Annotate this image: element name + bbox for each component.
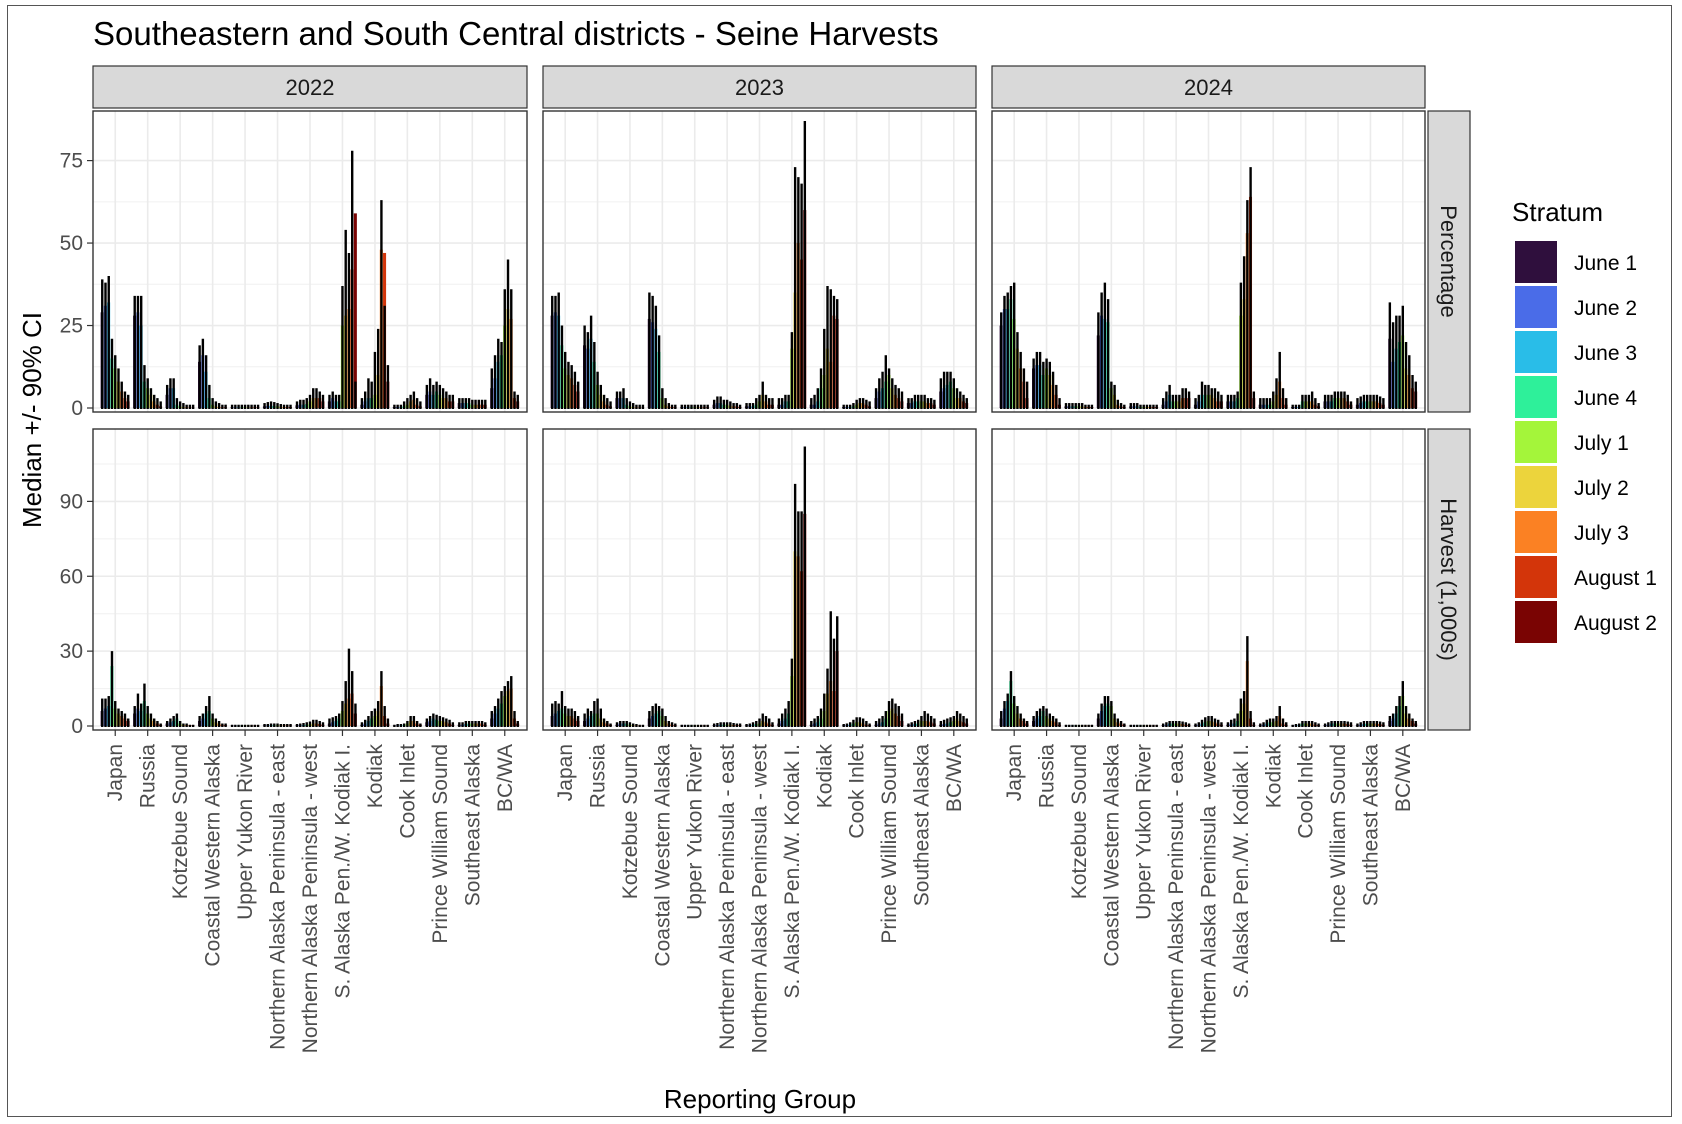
x-tick-label: Coastal Western Alaska [651, 744, 674, 967]
panels-layer: 2022 2023 2024 Percentage Harvest (1,000s) 0 2… [60, 65, 1471, 1053]
y-tick-label: 25 [60, 315, 83, 338]
legend-key-June 4 [1515, 376, 1557, 418]
legend-label: July 3 [1574, 522, 1629, 545]
facet-strip-row-0: Percentage [1427, 110, 1471, 413]
panel-2024-1: Japan Russia Kotzebue Sound Coastal Western… [991, 428, 1426, 1053]
x-tick-label: BC/WA [943, 744, 966, 812]
x-tick-label: Northern Alaska Peninsula - west [299, 744, 322, 1053]
x-tick-label: Kotzebue Sound [169, 744, 192, 899]
x-tick-label: Russia [587, 744, 610, 809]
panel-border [542, 110, 977, 413]
panel-border [92, 110, 528, 413]
legend-key-July 1 [1515, 421, 1557, 463]
facet-strip-bg [92, 65, 528, 109]
legend-key-August 1 [1515, 556, 1557, 598]
facet-strip-label: 2024 [1184, 75, 1233, 100]
legend: Stratum June 1 June 2 June 3 June 4 July 1 Ju… [1512, 197, 1657, 643]
panel-2024-0 [991, 110, 1426, 413]
x-tick-label: Northern Alaska Peninsula - east [716, 744, 739, 1050]
legend-key-June 1 [1515, 241, 1557, 283]
x-tick-label: Kotzebue Sound [1068, 744, 1091, 899]
legend-label: July 2 [1574, 477, 1629, 500]
x-tick-label: Northern Alaska Peninsula - west [1198, 744, 1221, 1053]
facet-strip-label: 2023 [735, 75, 784, 100]
x-tick-label: Northern Alaska Peninsula - west [749, 744, 772, 1053]
legend-label: June 1 [1574, 252, 1637, 275]
y-tick-label: 90 [60, 490, 83, 513]
figure-border [7, 5, 1672, 1117]
legend-label: June 4 [1574, 387, 1637, 410]
y-tick-label: 30 [60, 640, 83, 663]
panel-2023-0 [542, 110, 977, 413]
legend-label: June 2 [1574, 297, 1637, 320]
legend-label: August 2 [1574, 612, 1657, 635]
x-tick-label: Coastal Western Alaska [202, 744, 225, 967]
x-tick-label: Prince William Sound [1327, 744, 1350, 944]
x-tick-label: Russia [137, 744, 160, 809]
x-tick-label: Japan [1003, 744, 1026, 801]
legend-key-August 2 [1515, 601, 1557, 643]
y-tick-label: 0 [71, 397, 83, 420]
facet-strip-label: Percentage [1436, 205, 1461, 318]
x-tick-label: S. Alaska Pen./W. Kodiak I. [1230, 744, 1253, 998]
panel-border [991, 110, 1426, 413]
x-tick-label: Southeast Alaska [910, 744, 933, 907]
y-tick-label: 75 [60, 150, 83, 173]
facet-strip-row-1: Harvest (1,000s) [1427, 428, 1471, 731]
facet-strip-bg [542, 65, 977, 109]
x-tick-label: S. Alaska Pen./W. Kodiak I. [781, 744, 804, 998]
x-tick-label: Kotzebue Sound [619, 744, 642, 899]
x-tick-label: Southeast Alaska [461, 744, 484, 907]
x-tick-label: Kodiak [1262, 744, 1285, 809]
x-axis-title: Reporting Group [664, 1084, 856, 1114]
facet-strip-2023: 2023 [542, 65, 977, 109]
x-tick-label: Coastal Western Alaska [1100, 744, 1123, 967]
legend-key-June 2 [1515, 286, 1557, 328]
facet-strip-bg [1427, 428, 1471, 731]
legend-key-July 3 [1515, 511, 1557, 553]
facet-strip-bg [991, 65, 1426, 109]
x-tick-label: BC/WA [494, 744, 517, 812]
facet-strip-2022: 2022 [92, 65, 528, 109]
x-tick-label: BC/WA [1392, 744, 1415, 812]
y-tick-label: 0 [71, 715, 83, 738]
facet-strip-label: Harvest (1,000s) [1436, 498, 1461, 661]
x-tick-label: Upper Yukon River [684, 744, 707, 920]
facet-strip-2024: 2024 [991, 65, 1426, 109]
panel-2023-1: Japan Russia Kotzebue Sound Coastal Western… [542, 428, 977, 1053]
panel-2022-1: 0 30 60 90 Japan Russia Kotzebue Sound Coastal … [60, 428, 528, 1053]
x-tick-label: Cook Inlet [1295, 744, 1318, 839]
legend-label: August 1 [1574, 567, 1657, 590]
x-tick-label: Cook Inlet [396, 744, 419, 839]
chart-title: Southeastern and South Central districts… [93, 15, 939, 52]
x-tick-label: Northern Alaska Peninsula - east [1165, 744, 1188, 1050]
legend-key-June 3 [1515, 331, 1557, 373]
legend-title: Stratum [1512, 197, 1603, 227]
x-tick-label: Northern Alaska Peninsula - east [267, 744, 290, 1050]
x-tick-label: Upper Yukon River [1133, 744, 1156, 920]
facet-strip-bg [1427, 110, 1471, 413]
legend-key-July 2 [1515, 466, 1557, 508]
x-tick-label: Kodiak [364, 744, 387, 809]
legend-label: July 1 [1574, 432, 1629, 455]
facet-strip-label: 2022 [286, 75, 335, 100]
y-axis-title: Median +/- 90% CI [17, 312, 47, 528]
x-tick-label: Prince William Sound [429, 744, 452, 944]
x-tick-label: Japan [554, 744, 577, 801]
panel-2022-0: 0 25 50 75 [60, 110, 528, 420]
x-tick-label: Japan [104, 744, 127, 801]
legend-label: June 3 [1574, 342, 1637, 365]
y-tick-label: 60 [60, 565, 83, 588]
x-tick-label: Prince William Sound [878, 744, 901, 944]
x-tick-label: S. Alaska Pen./W. Kodiak I. [331, 744, 354, 998]
y-tick-label: 50 [60, 232, 83, 255]
bar-S. Alaska Pen./W. Kodiak I.-August 2 [353, 213, 357, 408]
x-tick-label: Kodiak [813, 744, 836, 809]
x-tick-label: Russia [1036, 744, 1059, 809]
x-tick-label: Upper Yukon River [234, 744, 257, 920]
x-tick-label: Cook Inlet [846, 744, 869, 839]
x-tick-label: Southeast Alaska [1359, 744, 1382, 907]
